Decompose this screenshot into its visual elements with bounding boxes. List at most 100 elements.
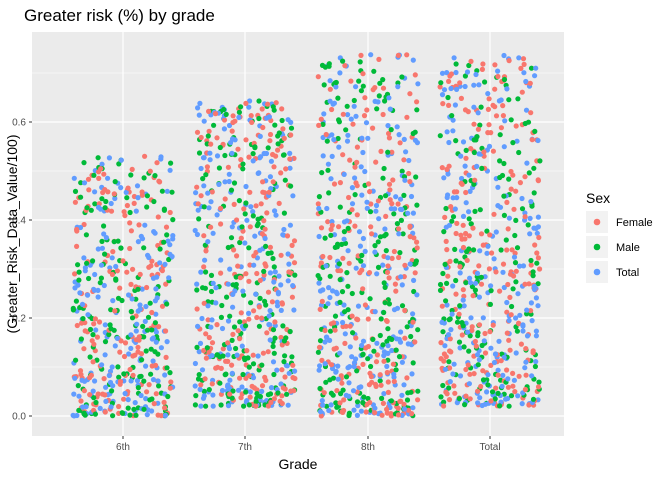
data-point-male xyxy=(73,298,79,304)
data-point-male xyxy=(377,234,384,240)
data-point-total xyxy=(451,361,457,367)
data-point-female xyxy=(487,329,493,335)
data-point-female xyxy=(231,201,237,207)
data-point-female xyxy=(72,271,78,277)
data-point-female xyxy=(480,242,486,248)
data-point-total xyxy=(399,359,405,365)
data-point-total xyxy=(531,286,538,292)
data-point-total xyxy=(511,377,517,383)
data-point-total xyxy=(322,339,328,345)
data-point-female xyxy=(507,347,513,353)
data-point-female xyxy=(114,268,120,274)
data-point-male xyxy=(110,413,116,419)
data-point-female xyxy=(500,103,506,109)
data-point-male xyxy=(203,403,209,409)
data-point-male xyxy=(196,150,203,156)
data-point-total xyxy=(72,285,78,291)
data-point-female xyxy=(339,380,345,386)
data-point-female xyxy=(404,375,410,381)
data-point-total xyxy=(477,395,483,401)
data-point-total xyxy=(228,140,234,146)
data-point-female xyxy=(522,281,528,287)
data-point-male xyxy=(240,371,246,378)
data-point-female xyxy=(532,242,538,248)
data-point-female xyxy=(412,270,418,276)
data-point-total xyxy=(153,286,159,292)
data-point-female xyxy=(279,106,285,112)
data-point-total xyxy=(533,333,540,339)
data-point-male xyxy=(128,172,134,178)
data-point-female xyxy=(486,96,492,102)
data-point-total xyxy=(271,279,277,285)
data-point-female xyxy=(112,308,118,314)
data-point-total xyxy=(345,132,351,138)
data-point-total xyxy=(465,329,471,335)
data-point-total xyxy=(439,92,446,98)
data-point-female xyxy=(318,225,325,231)
data-point-total xyxy=(199,315,205,322)
data-point-female xyxy=(243,137,249,143)
data-point-female xyxy=(439,165,445,171)
data-point-male xyxy=(93,399,99,406)
data-point-female xyxy=(194,129,201,135)
data-point-male xyxy=(241,355,248,361)
data-point-male xyxy=(259,362,265,368)
data-point-female xyxy=(380,400,386,406)
data-point-total xyxy=(126,351,132,357)
data-point-total xyxy=(360,235,366,242)
data-point-male xyxy=(206,387,212,393)
data-point-female xyxy=(163,328,169,334)
data-point-female xyxy=(116,403,122,410)
data-point-female xyxy=(366,270,373,276)
data-point-total xyxy=(528,199,534,205)
data-point-total xyxy=(467,280,474,286)
data-point-female xyxy=(462,107,469,113)
data-point-female xyxy=(458,180,464,186)
data-point-total xyxy=(250,158,256,164)
legend-key-point xyxy=(593,243,601,251)
data-point-female xyxy=(438,340,444,346)
data-point-female xyxy=(246,154,252,160)
data-point-female xyxy=(270,151,276,158)
data-point-total xyxy=(331,137,337,143)
data-point-total xyxy=(251,262,257,268)
data-point-total xyxy=(125,397,131,403)
data-point-total xyxy=(329,153,335,159)
data-point-male xyxy=(513,279,519,285)
data-point-female xyxy=(267,131,274,138)
data-point-female xyxy=(218,205,224,211)
data-point-female xyxy=(396,226,402,232)
data-point-total xyxy=(360,338,367,344)
data-point-total xyxy=(502,118,508,124)
data-point-female xyxy=(510,383,516,389)
data-point-male xyxy=(201,204,207,210)
x-tick-label: 8th xyxy=(361,442,375,453)
data-point-male xyxy=(219,302,225,309)
data-point-male xyxy=(164,232,170,238)
data-point-total xyxy=(246,310,252,316)
data-point-male xyxy=(477,122,483,128)
data-point-male xyxy=(250,361,257,367)
data-point-male xyxy=(156,383,162,389)
data-point-male xyxy=(321,82,327,88)
data-point-total xyxy=(229,224,235,230)
data-point-total xyxy=(328,176,334,182)
data-point-female xyxy=(102,409,108,415)
data-point-male xyxy=(477,207,483,213)
data-point-male xyxy=(453,258,459,264)
data-point-male xyxy=(415,388,421,394)
data-point-female xyxy=(440,101,446,107)
data-point-female xyxy=(315,201,321,207)
data-point-female xyxy=(395,201,401,207)
data-point-female xyxy=(490,148,496,154)
data-point-total xyxy=(415,81,421,87)
data-point-total xyxy=(326,285,332,291)
data-point-total xyxy=(389,347,395,354)
data-point-female xyxy=(511,206,517,212)
data-point-male xyxy=(344,270,350,276)
data-point-total xyxy=(381,349,387,355)
data-point-male xyxy=(462,73,468,79)
data-point-total xyxy=(92,378,98,384)
data-point-total xyxy=(533,295,540,301)
data-point-female xyxy=(163,281,169,287)
